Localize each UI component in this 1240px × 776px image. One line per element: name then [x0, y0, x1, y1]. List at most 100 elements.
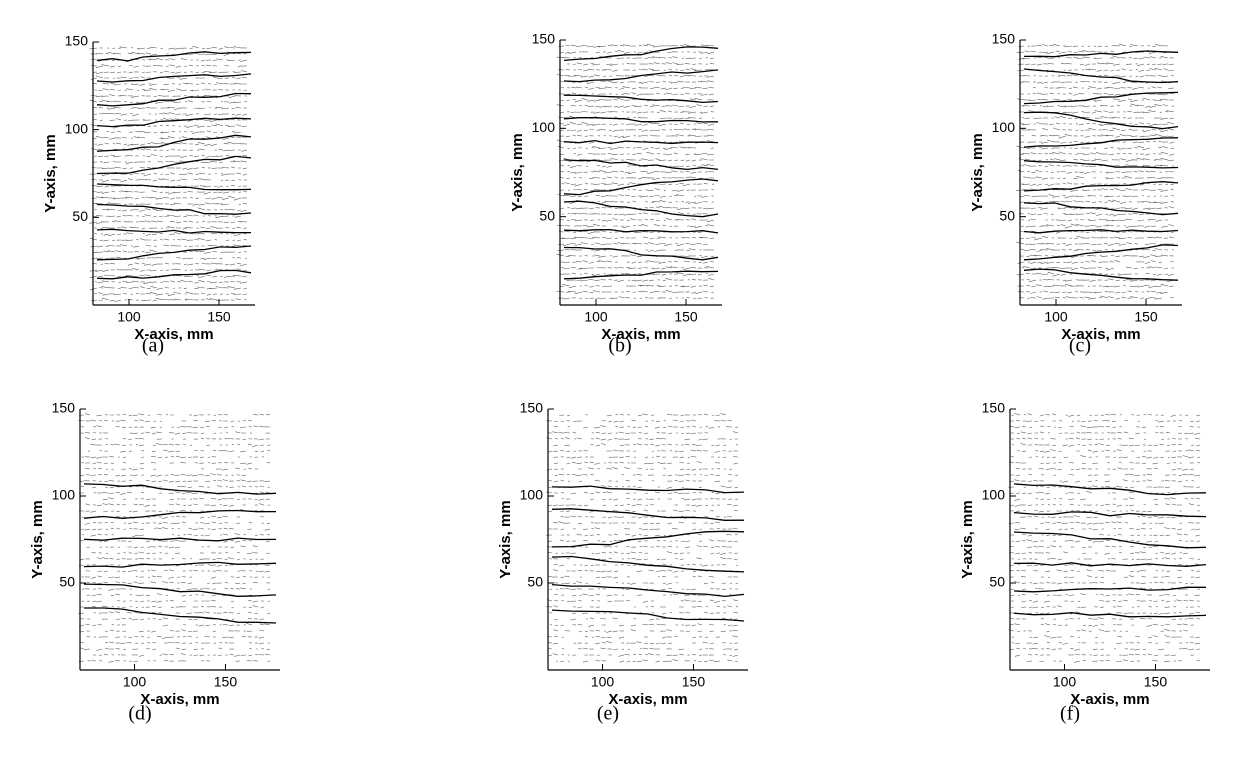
y-axis-label: Y-axis, mm: [42, 134, 59, 212]
streamline: [551, 485, 745, 494]
streamline: [551, 555, 745, 573]
x-tick-label: 100: [1044, 309, 1068, 325]
streamline: [1023, 181, 1179, 192]
streamline: [563, 117, 719, 123]
streamline: [1023, 137, 1179, 148]
streamline: [83, 509, 277, 519]
x-tick-label: 100: [591, 674, 615, 690]
streamline: [1013, 531, 1207, 549]
x-tick-label: 100: [117, 309, 141, 325]
x-tick-label: 150: [1134, 309, 1158, 325]
streamline: [83, 561, 277, 568]
y-axis-label: Y-axis, mm: [29, 500, 46, 578]
streamline: [563, 69, 719, 83]
streamline: [551, 583, 745, 598]
streamline: [551, 609, 745, 622]
streamline: [563, 139, 719, 145]
y-tick-label: 150: [982, 400, 1006, 416]
y-tick-label: 100: [982, 487, 1006, 503]
y-tick-label: 50: [989, 574, 1005, 590]
streamline: [563, 228, 719, 234]
y-tick-label: 150: [520, 400, 544, 416]
caption: (a): [142, 335, 164, 357]
y-tick-label: 50: [527, 574, 543, 590]
x-tick-label: 150: [674, 309, 698, 325]
streamline: [563, 200, 719, 218]
y-tick-label: 50: [539, 207, 555, 223]
y-axis-label: Y-axis, mm: [509, 133, 526, 211]
y-axis-label: Y-axis, mm: [969, 133, 986, 211]
streamline: [563, 246, 719, 261]
x-tick-label: 100: [123, 674, 147, 690]
caption: (b): [608, 335, 631, 357]
streamline: [1023, 229, 1179, 234]
streamline: [84, 607, 277, 624]
streamline: [1013, 562, 1207, 567]
y-tick-label: 50: [999, 207, 1015, 223]
y-tick-label: 50: [72, 208, 88, 224]
streamline: [1023, 50, 1179, 58]
caption: (f): [1060, 703, 1080, 725]
y-tick-label: 150: [65, 33, 89, 49]
x-axis-label: X-axis, mm: [608, 691, 687, 708]
streamline: [83, 537, 277, 542]
caption: (d): [128, 703, 151, 725]
streamline: [96, 269, 252, 280]
x-tick-label: 150: [682, 674, 706, 690]
y-tick-label: 150: [532, 31, 556, 47]
streamline: [1023, 160, 1179, 169]
streamline: [551, 508, 745, 521]
streamline: [96, 228, 251, 234]
vector-field: [546, 413, 739, 663]
streamline: [563, 94, 719, 104]
vector-field: [556, 43, 715, 300]
x-tick-label: 150: [1144, 674, 1168, 690]
y-tick-label: 100: [520, 487, 544, 503]
streamline: [83, 483, 277, 495]
streamline: [1013, 612, 1207, 618]
x-tick-label: 150: [207, 309, 231, 325]
vector-field: [1008, 413, 1201, 663]
streamline: [96, 155, 252, 175]
streamline: [96, 134, 252, 152]
streamline: [563, 159, 719, 171]
streamline: [96, 73, 252, 83]
caption: (c): [1069, 335, 1091, 357]
y-tick-label: 100: [65, 120, 89, 136]
x-axis-label: X-axis, mm: [1070, 691, 1149, 708]
streamline: [551, 530, 745, 548]
streamline: [96, 92, 252, 107]
streamline: [1013, 483, 1207, 496]
y-tick-label: 100: [52, 487, 76, 503]
streamline: [1023, 111, 1179, 130]
y-tick-label: 150: [992, 31, 1016, 47]
x-tick-label: 150: [214, 674, 238, 690]
streamline: [1023, 202, 1179, 216]
streamline: [1023, 91, 1179, 105]
x-tick-label: 100: [584, 309, 608, 325]
vector-field: [89, 45, 248, 303]
streamline: [1023, 68, 1179, 84]
x-axis-label: X-axis, mm: [601, 326, 680, 343]
streamline: [96, 117, 252, 128]
streamline: [563, 46, 719, 62]
y-tick-label: 100: [992, 119, 1016, 135]
streamline: [563, 178, 719, 196]
caption: (e): [597, 703, 619, 725]
streamline: [96, 245, 252, 261]
streamline: [1023, 268, 1179, 281]
y-tick-label: 50: [59, 574, 75, 590]
y-tick-label: 150: [52, 400, 76, 416]
streamline: [1013, 511, 1207, 518]
y-tick-label: 100: [532, 119, 556, 135]
x-axis-label: X-axis, mm: [140, 691, 219, 708]
streamline: [83, 583, 277, 597]
streamline: [96, 51, 252, 62]
streamline: [1013, 586, 1206, 593]
